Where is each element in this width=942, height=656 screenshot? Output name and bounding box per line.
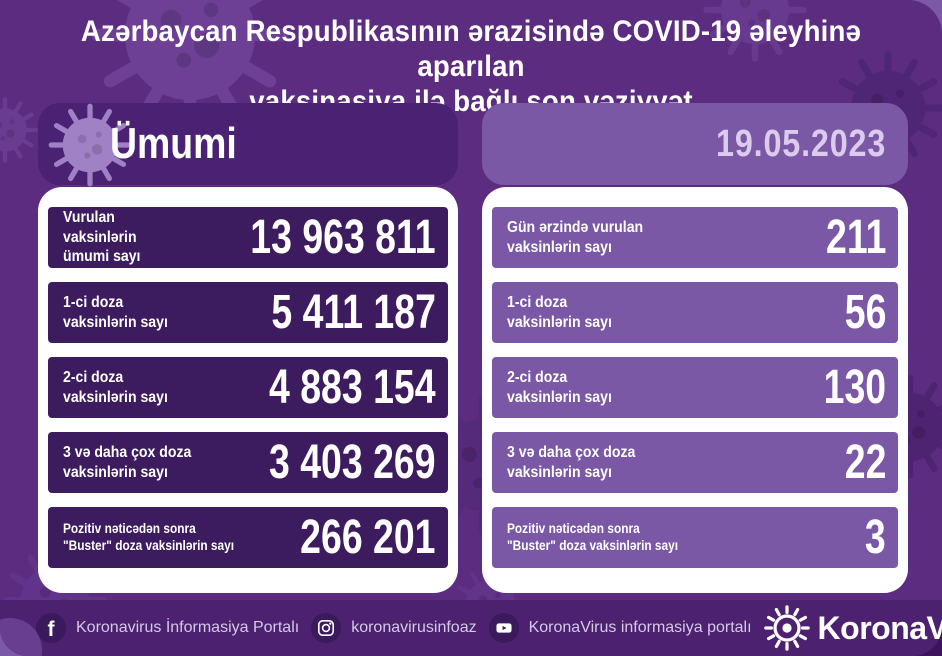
total-stats-panel: Vurulan vaksinlərin ümumi sayı 13 963 81… [38,187,458,593]
stat-label: 3 və daha çox doza vaksinlərin sayı [507,443,636,481]
stat-label: 1-ci doza vaksinlərin sayı [63,293,168,331]
stat-row-first-dose: 1-ci doza vaksinlərin sayı 5 411 187 [48,282,448,343]
stat-row-total-vaccines: Vurulan vaksinlərin ümumi sayı 13 963 81… [48,207,448,268]
brand-name: KoronaVirus [817,609,942,646]
facebook-link[interactable]: f Koronavirus İnformasiya Portalı [36,613,299,643]
youtube-glyph [496,623,512,633]
stat-row-daily-booster-dose: Pozitiv nəticədən sonra "Buster" doza va… [492,507,898,568]
youtube-icon[interactable] [488,613,519,643]
instagram-icon[interactable] [311,613,342,643]
daily-stats-panel: Gün ərzində vurulan vaksinlərin sayı 211… [482,187,908,593]
left-panel-header: Ümumi [38,103,458,185]
instagram-glyph [318,619,335,637]
stat-label: 2-ci doza vaksinlərin sayı [507,368,612,406]
stat-value: 211 [825,210,886,264]
stat-row-daily-vaccines: Gün ərzində vurulan vaksinlərin sayı 211 [492,207,898,268]
stat-label: 1-ci doza vaksinlərin sayı [507,293,612,331]
facebook-label: Koronavirus İnformasiya Portalı [76,619,300,636]
koronavirus-logo-icon [764,605,810,651]
stat-value: 266 201 [300,510,436,564]
facebook-glyph: f [47,617,55,641]
stat-row-daily-second-dose: 2-ci doza vaksinlərin sayı 130 [492,357,898,418]
stat-row-third-dose: 3 və daha çox doza vaksinlərin sayı 3 40… [48,432,448,493]
youtube-label: KoronaVirus informasiya portalı [528,619,752,636]
stat-value: 13 963 811 [250,210,436,264]
stat-row-booster-dose: Pozitiv nəticədən sonra "Buster" doza va… [48,507,448,568]
stat-value: 3 [865,510,886,564]
stat-value: 22 [844,435,886,489]
page-title-line1: Azərbaycan Respublikasının ərazisində CO… [80,15,862,83]
stat-value: 5 411 187 [271,285,436,339]
instagram-label: koronavirusinfoaz [351,619,477,636]
stat-label: Vurulan vaksinlərin ümumi sayı [63,209,141,266]
stat-label: 3 və daha çox doza vaksinlərin sayı [63,443,192,481]
footer-bar: f Koronavirus İnformasiya Portalı korona… [0,600,942,656]
instagram-link[interactable]: koronavirusinfoaz [311,613,477,643]
stat-label: Pozitiv nəticədən sonra "Buster" doza va… [507,521,679,553]
stat-value: 3 403 269 [269,435,436,489]
stat-value: 130 [823,360,886,414]
youtube-link[interactable]: KoronaVirus informasiya portalı [488,613,752,643]
stat-label: Pozitiv nəticədən sonra "Buster" doza va… [63,521,235,553]
stat-value: 56 [844,285,886,339]
stat-row-second-dose: 2-ci doza vaksinlərin sayı 4 883 154 [48,357,448,418]
right-panel-header: 19.05.2023 [482,103,908,185]
stat-label: 2-ci doza vaksinlərin sayı [63,368,168,406]
report-date: 19.05.2023 [715,122,886,165]
stat-row-daily-first-dose: 1-ci doza vaksinlərin sayı 56 [492,282,898,343]
left-panel-title: Ümumi [110,119,237,168]
stat-label: Gün ərzində vurulan vaksinlərin sayı [507,218,644,256]
stat-value: 4 883 154 [269,360,436,414]
koronavirus-brand[interactable]: KoronaVirus info [764,605,942,651]
stat-row-daily-third-dose: 3 və daha çox doza vaksinlərin sayı 22 [492,432,898,493]
facebook-icon[interactable]: f [36,613,66,643]
